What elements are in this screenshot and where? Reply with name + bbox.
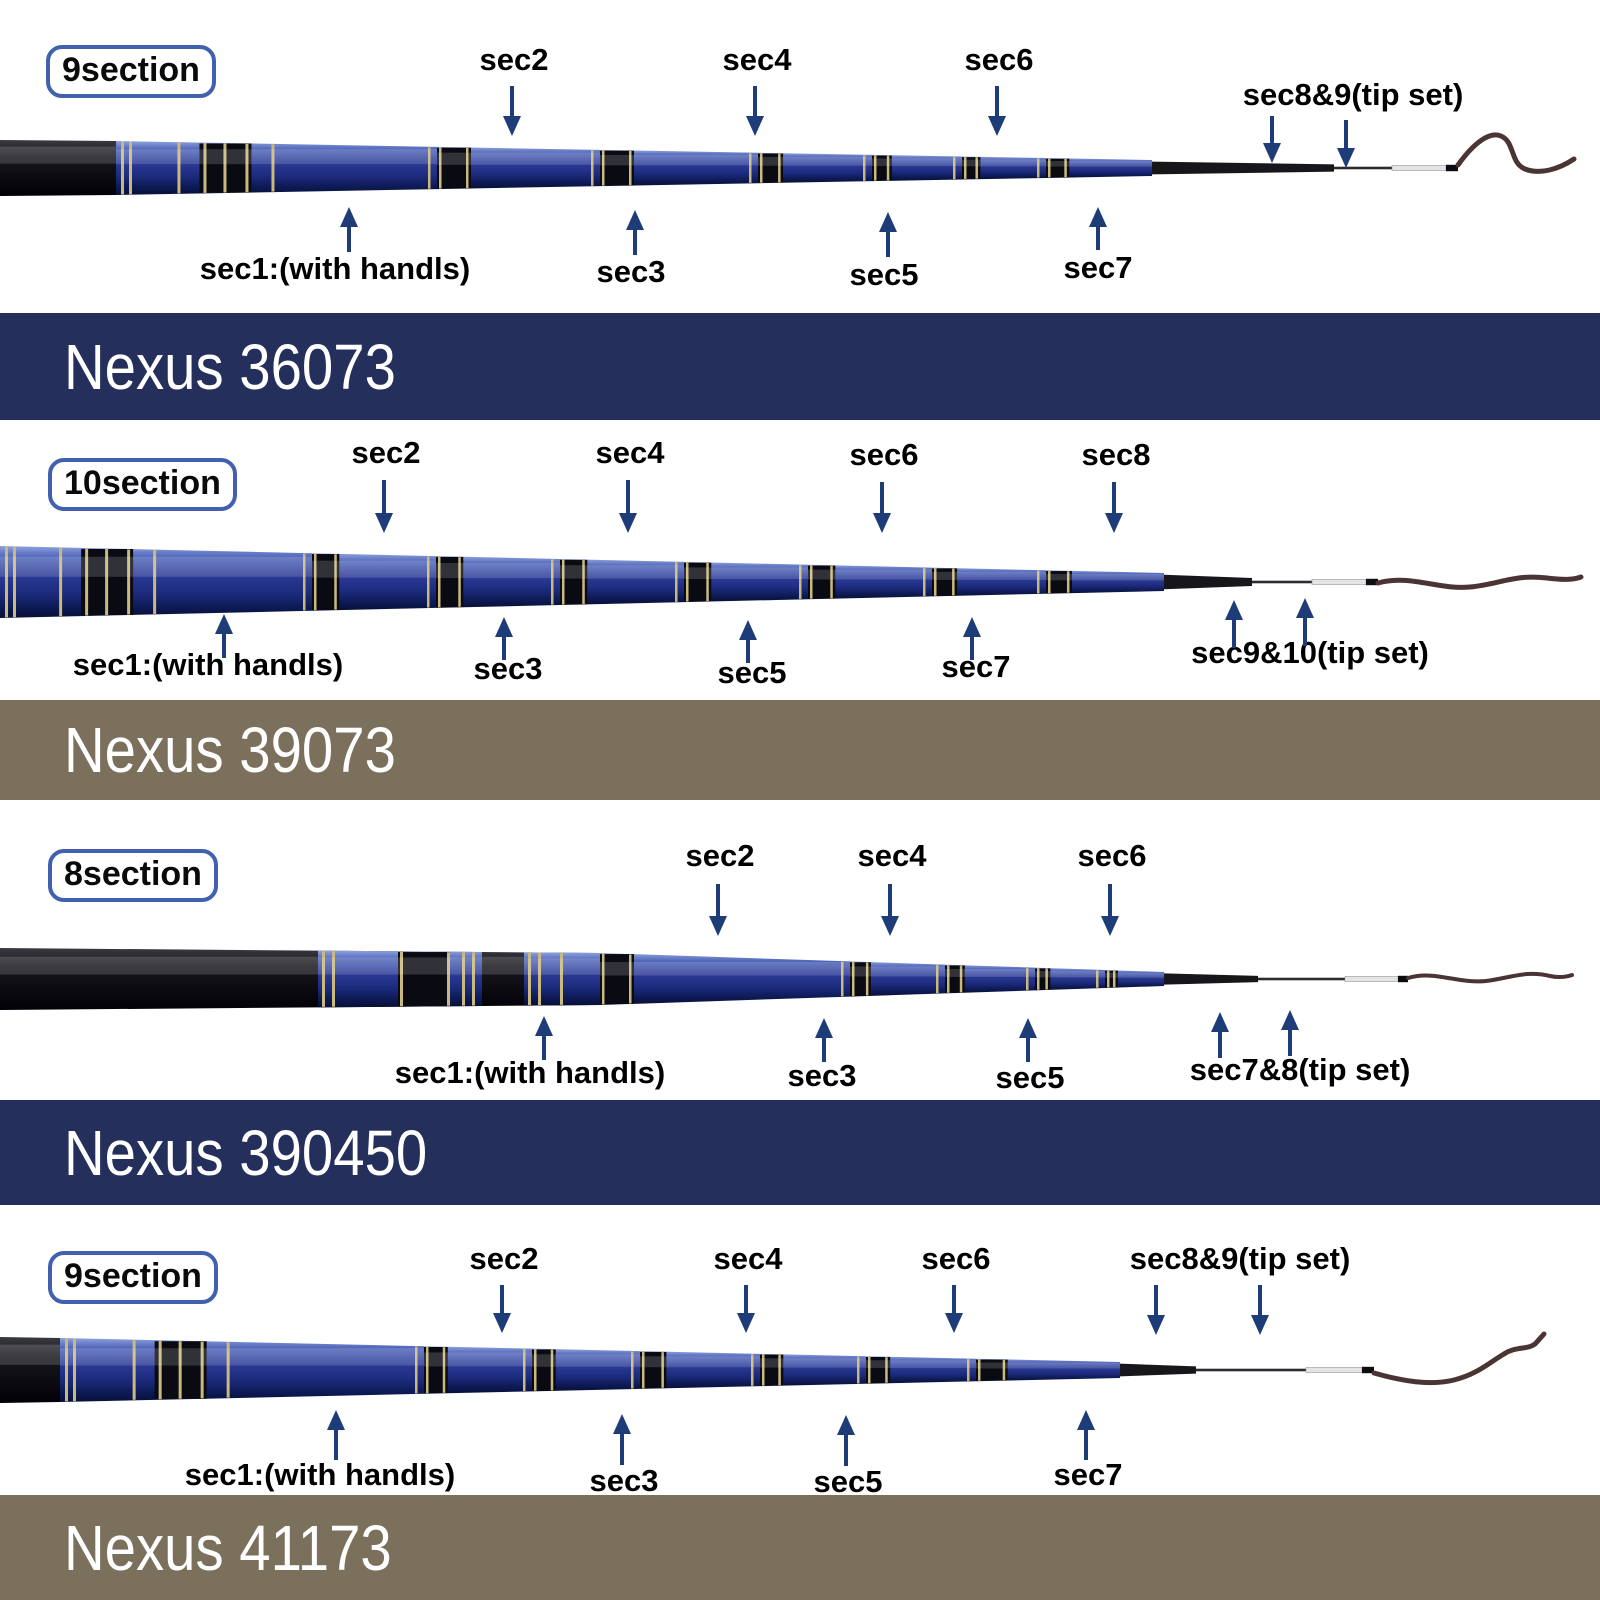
label-p2-sec8: sec8 [1081, 437, 1151, 472]
arrow-p4-sec1 [334, 1428, 338, 1460]
model-banner-nexus-36073: Nexus 36073 [0, 313, 1600, 420]
arrow-p2-sec10 [1303, 616, 1307, 646]
label-p2-sec5: sec5 [717, 655, 787, 690]
arrow-p2-sec8 [1112, 482, 1116, 515]
arrow-p4-sec2 [500, 1285, 504, 1315]
arrow-p1-sec1 [347, 225, 351, 252]
arrow-p4-sec4 [744, 1285, 748, 1315]
model-name-1: Nexus 36073 [64, 330, 396, 403]
label-p2-sec4: sec4 [595, 435, 665, 470]
label-p4-sec2: sec2 [469, 1241, 539, 1276]
label-p3-sec7-8-tipset: sec7&8(tip set) [1189, 1052, 1411, 1087]
label-p1-sec6: sec6 [964, 42, 1034, 77]
arrow-p4-sec6 [952, 1285, 956, 1315]
arrow-p3-sec5 [1026, 1036, 1030, 1062]
section-count-badge-3: 8section [48, 849, 218, 902]
section-count-badge-2: 10section [48, 458, 237, 511]
arrow-p2-sec5 [746, 638, 750, 663]
arrow-p4-sec5 [844, 1433, 848, 1466]
label-p3-sec6: sec6 [1077, 838, 1147, 873]
label-p1-sec7: sec7 [1063, 250, 1133, 285]
label-p4-sec8-9-tipset: sec8&9(tip set) [1129, 1241, 1351, 1276]
arrow-p1-sec3 [633, 228, 637, 255]
label-p1-sec1: sec1:(with handls) [199, 251, 471, 286]
label-p1-sec8-9-tipset: sec8&9(tip set) [1242, 77, 1464, 112]
model-name-3: Nexus 390450 [64, 1116, 428, 1189]
arrow-p2-sec3 [502, 635, 506, 660]
label-p3-sec5: sec5 [995, 1060, 1065, 1095]
arrow-p1-sec6 [995, 86, 999, 118]
label-p2-sec6: sec6 [849, 437, 919, 472]
arrow-p4-sec8 [1154, 1285, 1158, 1317]
model-banner-nexus-390450: Nexus 390450 [0, 1100, 1600, 1205]
label-p2-sec1: sec1:(with handls) [72, 647, 344, 682]
label-p4-sec5: sec5 [813, 1464, 883, 1499]
model-banner-nexus-41173: Nexus 41173 [0, 1495, 1600, 1600]
label-p2-sec9-10-tipset: sec9&10(tip set) [1191, 635, 1429, 670]
section-count-badge-1: 9section [46, 45, 216, 98]
label-p3-sec4: sec4 [857, 838, 927, 873]
arrow-p3-sec4 [888, 884, 892, 918]
label-p2-sec3: sec3 [473, 651, 543, 686]
label-p1-sec2: sec2 [479, 42, 549, 77]
arrow-p1-sec7 [1096, 225, 1100, 250]
label-p2-sec2: sec2 [351, 435, 421, 470]
arrow-p3-sec8 [1288, 1028, 1292, 1056]
arrow-p2-sec6 [880, 482, 884, 515]
label-p1-sec5: sec5 [849, 257, 919, 292]
arrow-p3-sec3 [822, 1036, 826, 1062]
label-p1-sec3: sec3 [596, 254, 666, 289]
arrow-p1-sec4 [753, 86, 757, 118]
label-p3-sec2: sec2 [685, 838, 755, 873]
label-p4-sec6: sec6 [921, 1241, 991, 1276]
arrow-p3-sec2 [716, 884, 720, 918]
arrow-p4-sec9 [1258, 1285, 1262, 1317]
arrow-p2-sec9 [1232, 618, 1236, 648]
arrow-p3-sec7 [1218, 1030, 1222, 1058]
arrow-p4-sec3 [620, 1432, 624, 1465]
label-p4-sec1: sec1:(with handls) [184, 1457, 456, 1492]
label-p4-sec3: sec3 [589, 1463, 659, 1498]
arrow-p1-sec5 [886, 230, 890, 257]
arrow-p4-sec7 [1084, 1428, 1088, 1460]
model-name-4: Nexus 41173 [64, 1511, 392, 1584]
label-p1-sec4: sec4 [722, 42, 792, 77]
arrow-p3-sec6 [1108, 884, 1112, 918]
arrow-p1-sec8 [1270, 116, 1274, 145]
arrow-p1-sec9 [1344, 120, 1348, 150]
model-name-2: Nexus 39073 [64, 714, 396, 786]
model-banner-nexus-39073: Nexus 39073 [0, 700, 1600, 800]
label-p2-sec7: sec7 [941, 649, 1011, 684]
arrow-p2-sec4 [626, 480, 630, 515]
arrow-p3-sec1 [542, 1034, 546, 1060]
section-count-badge-4: 9section [48, 1251, 218, 1304]
label-p4-sec7: sec7 [1053, 1457, 1123, 1492]
label-p3-sec3: sec3 [787, 1058, 857, 1093]
arrow-p2-sec7 [970, 635, 974, 660]
arrow-p2-sec1 [222, 632, 226, 658]
label-p3-sec1: sec1:(with handls) [394, 1055, 666, 1090]
label-p4-sec4: sec4 [713, 1241, 783, 1276]
arrow-p1-sec2 [510, 86, 514, 118]
arrow-p2-sec2 [382, 480, 386, 515]
